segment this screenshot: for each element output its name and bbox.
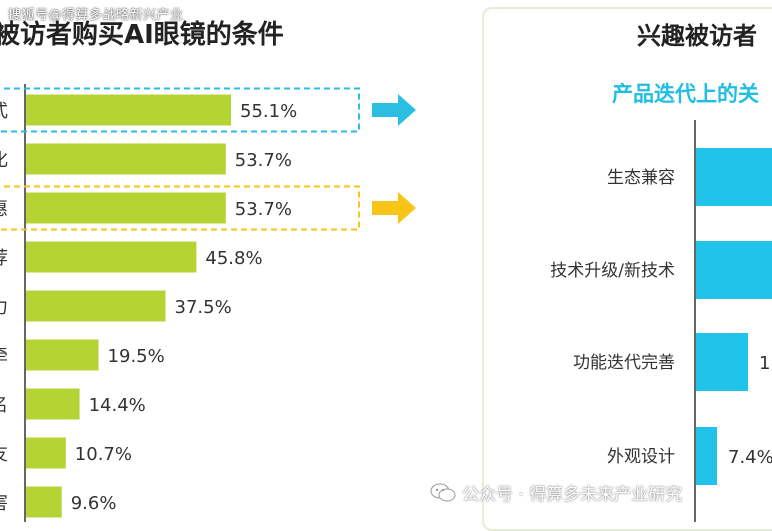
category-label: 式 — [0, 101, 8, 122]
data-label: 19.5% — [108, 346, 165, 367]
left-bar-chart: 55.1% 式 53.7% 化 53.7% 惠 45.8% 荐 37.5% 力 19.5% 牵 14.4… — [0, 84, 416, 522]
data-label: 10.7% — [75, 444, 132, 465]
category-label: 名 — [0, 395, 8, 416]
category-label: 生态兼容 — [607, 168, 675, 188]
highlight-arrow — [372, 192, 416, 224]
bar — [696, 241, 772, 299]
data-label: 14.4% — [89, 395, 146, 416]
category-label: 外观设计 — [607, 447, 675, 467]
bar — [26, 241, 197, 273]
bar — [26, 192, 226, 224]
right-chart-title: 兴趣被访者 — [637, 22, 757, 50]
data-label: 53.7% — [235, 150, 292, 171]
bar — [26, 94, 231, 126]
right-chart-subtitle: 产品迭代上的关 — [612, 82, 759, 106]
bar — [696, 333, 748, 391]
highlight-box — [0, 87, 360, 133]
watermark-text: 搜狐号@得算多战略新兴产业 — [8, 8, 184, 23]
bar — [26, 437, 66, 469]
category-label: 化 — [0, 150, 8, 171]
wechat-footer: 公众号 · 得算多未来产业研究 — [430, 480, 682, 505]
bar — [26, 290, 166, 322]
bar — [26, 486, 62, 518]
left-chart-title: 被访者购买AI眼镜的条件 — [0, 20, 284, 50]
data-label: 55.1% — [240, 101, 297, 122]
bar — [26, 388, 80, 420]
data-label: 45.8% — [205, 248, 262, 269]
footer-text: 公众号 · 得算多未来产业研究 — [462, 485, 683, 505]
bar — [696, 148, 772, 206]
highlight-box — [0, 185, 360, 231]
category-label: 功能迭代完善 — [573, 353, 675, 373]
category-label: 荐 — [0, 248, 8, 269]
category-label: 友 — [0, 444, 8, 465]
category-label: 惠 — [0, 199, 8, 220]
data-label: 53.7% — [235, 199, 292, 220]
wechat-icon — [430, 483, 456, 501]
bar — [26, 143, 226, 175]
data-label: 37.5% — [175, 297, 232, 318]
bar — [26, 339, 99, 371]
data-label: 1 — [759, 353, 770, 374]
highlight-arrow — [372, 94, 416, 126]
category-label: 害 — [0, 493, 8, 514]
data-label: 9.6% — [71, 493, 117, 514]
category-label: 牵 — [0, 346, 8, 367]
data-label: 7.4% — [728, 447, 772, 468]
category-label: 力 — [0, 297, 8, 318]
category-label: 技术升级/新技术 — [550, 261, 675, 281]
bar — [696, 427, 717, 485]
